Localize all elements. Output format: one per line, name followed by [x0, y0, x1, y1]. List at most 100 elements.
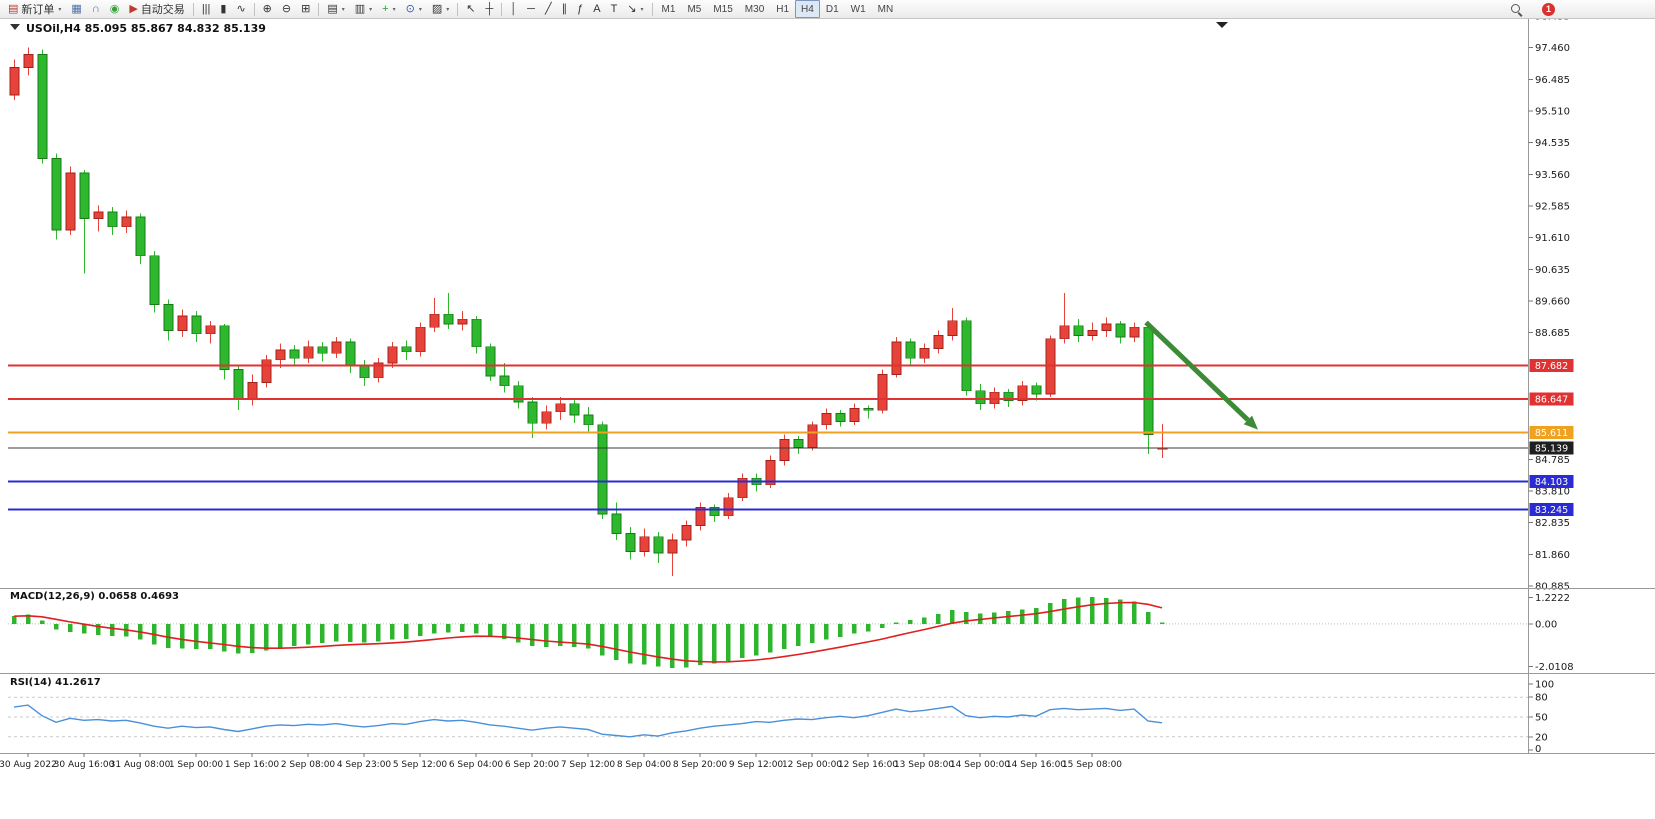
- new-order-button[interactable]: ▤ 新订单 ▾: [3, 0, 66, 18]
- bar-chart-button[interactable]: |||: [197, 0, 216, 18]
- arrows-button[interactable]: ↘ ▾: [622, 0, 648, 18]
- profiles-button[interactable]: ▥ ▾: [350, 0, 377, 18]
- market-watch-button[interactable]: ∩: [87, 0, 105, 18]
- chart-window-icon: ▦: [71, 3, 82, 15]
- timeframe-m5-button[interactable]: M5: [687, 3, 702, 15]
- trendline-button[interactable]: ╱: [540, 0, 557, 18]
- new-chart-button[interactable]: ▤ ▾: [322, 0, 349, 18]
- trend-arrow[interactable]: [1144, 320, 1258, 430]
- rsi-axis-label: 0: [1535, 744, 1541, 755]
- price-badge-label: 87.682: [1535, 361, 1568, 372]
- candle-body: [597, 424, 608, 515]
- add-indicator-button[interactable]: + ▾: [377, 0, 400, 18]
- profiles-icon: ▥: [354, 3, 366, 15]
- price-badge-85.139: 85.139: [1529, 441, 1574, 455]
- time-axis-label: 1 Sep 16:00: [225, 760, 280, 770]
- timeframe-h4-button[interactable]: H4: [795, 0, 820, 18]
- toolbar-separator: [501, 2, 503, 16]
- price-badge-label: 84.103: [1535, 477, 1568, 488]
- candle-body: [625, 533, 636, 552]
- candlestick-icon: ▮: [220, 3, 227, 15]
- fibonacci-button[interactable]: ƒ: [572, 0, 588, 18]
- timeframe-w1-button[interactable]: W1: [850, 3, 866, 15]
- chart-window: USOil,H4 85.095 85.867 84.832 85.139 98.4…: [0, 19, 1655, 819]
- text-label-button[interactable]: T: [606, 0, 623, 18]
- zoom-in-button[interactable]: ⊕: [258, 0, 277, 18]
- candlestick-chart-button[interactable]: ▮: [215, 0, 231, 18]
- candle-body: [583, 414, 594, 426]
- candle-body: [1115, 323, 1126, 338]
- zoom-out-button[interactable]: ⊖: [277, 0, 296, 18]
- chart-canvas[interactable]: USOil,H4 85.095 85.867 84.832 85.139 98.4…: [0, 19, 1655, 819]
- macd-label: MACD(12,26,9) 0.0658 0.4693: [10, 591, 179, 602]
- cursor-button[interactable]: ↖: [461, 0, 480, 18]
- symbol-period-label: USOil,H4 85.095 85.867 84.832 85.139: [26, 22, 266, 35]
- timeframe-m15-button[interactable]: M15: [713, 3, 733, 15]
- search-icon: [1510, 3, 1523, 16]
- candle-body: [373, 362, 384, 379]
- new-order-button-label: 新订单: [21, 4, 55, 16]
- chart-shift-marker-icon[interactable]: [1216, 22, 1228, 28]
- price-badge-83.245: 83.245: [1529, 502, 1574, 516]
- vertical-line-button[interactable]: │: [505, 0, 522, 18]
- chevron-down-icon: ▾: [418, 6, 422, 13]
- community-button[interactable]: ◉: [105, 0, 125, 18]
- charts-window-button[interactable]: ▦: [66, 0, 86, 18]
- time-axis-label: 8 Sep 20:00: [673, 760, 728, 770]
- candle-body: [835, 413, 846, 422]
- fibonacci-icon: ƒ: [577, 3, 584, 15]
- periods-button[interactable]: ⊙ ▾: [401, 0, 427, 18]
- price-badge-84.103: 84.103: [1529, 475, 1574, 489]
- search-button[interactable]: [1505, 0, 1528, 18]
- chevron-down-icon: ▾: [392, 6, 396, 13]
- toolbar-right-group: 1: [1505, 0, 1560, 18]
- macd-axis-label: 1.2222: [1535, 593, 1570, 604]
- macd-panel[interactable]: MACD(12,26,9) 0.0658 0.4693: [8, 591, 1528, 668]
- horizontal-line-button[interactable]: ─: [522, 0, 540, 18]
- channel-button[interactable]: ∥: [557, 0, 573, 18]
- candle-body: [107, 211, 118, 228]
- time-axis-label: 6 Sep 04:00: [449, 760, 504, 770]
- timeframe-m1-button[interactable]: M1: [661, 3, 676, 15]
- time-axis-label: 14 Sep 00:00: [950, 760, 1010, 770]
- arrow-tool-icon: ↘: [627, 3, 637, 15]
- templates-button[interactable]: ▨ ▾: [427, 0, 454, 18]
- crosshair-button[interactable]: ┼: [481, 0, 499, 18]
- one-click-trading-icon[interactable]: [10, 24, 20, 30]
- price-axis-label: 92.585: [1535, 202, 1570, 213]
- toolbar-separator: [457, 2, 459, 16]
- candle-body: [681, 525, 692, 541]
- candle-body: [443, 313, 454, 325]
- price-axis-label: 95.510: [1535, 107, 1570, 118]
- main-toolbar: ▤ 新订单 ▾ ▦ ∩ ◉ ▶ 自动交易 ||| ▮ ∿ ⊕ ⊖ ⊞ ▤ ▾ ▥ ▾ + ▾ ⊙ ▾ ▨ ▾ ↖ ┼ │ ─ ╱ ∥ ƒ A T…: [0, 0, 1655, 19]
- timeframe-d1-button[interactable]: D1: [825, 3, 839, 15]
- candle-body: [1031, 385, 1042, 395]
- text-button[interactable]: A: [588, 0, 605, 18]
- time-axis-label: 4 Sep 23:00: [337, 760, 392, 770]
- timeframe-mn-button[interactable]: MN: [877, 3, 894, 15]
- price-badge-86.647: 86.647: [1529, 392, 1574, 406]
- rsi-panel[interactable]: RSI(14) 41.2617: [8, 677, 1528, 738]
- candle-body: [457, 318, 468, 325]
- timeframe-h1-button[interactable]: H1: [776, 3, 790, 15]
- timeframe-m30-button[interactable]: M30: [744, 3, 765, 15]
- price-axis-label: 94.535: [1535, 138, 1570, 149]
- text-label-icon: T: [610, 3, 618, 15]
- candle-body: [863, 408, 874, 411]
- add-indicator-icon: +: [382, 3, 389, 15]
- notifications-button[interactable]: 1: [1537, 0, 1560, 18]
- autotrading-button[interactable]: ▶ 自动交易: [124, 0, 189, 18]
- macd-histogram: [11, 597, 1165, 668]
- candle-body: [387, 346, 398, 364]
- candle-body: [611, 513, 622, 534]
- tile-windows-button[interactable]: ⊞: [296, 0, 315, 18]
- candle-body: [723, 497, 734, 517]
- price-axis[interactable]: 98.435 97.460 96.485 95.510 94.535 93.560 92.5…: [1528, 19, 1574, 755]
- rsi-axis-label: 20: [1535, 732, 1548, 743]
- line-chart-button[interactable]: ∿: [231, 0, 250, 18]
- time-axis-label: 30 Aug 2022: [0, 760, 57, 770]
- candle-body: [877, 374, 888, 411]
- rsi-line: [13, 704, 1163, 738]
- time-axis-label: 5 Sep 12:00: [393, 760, 448, 770]
